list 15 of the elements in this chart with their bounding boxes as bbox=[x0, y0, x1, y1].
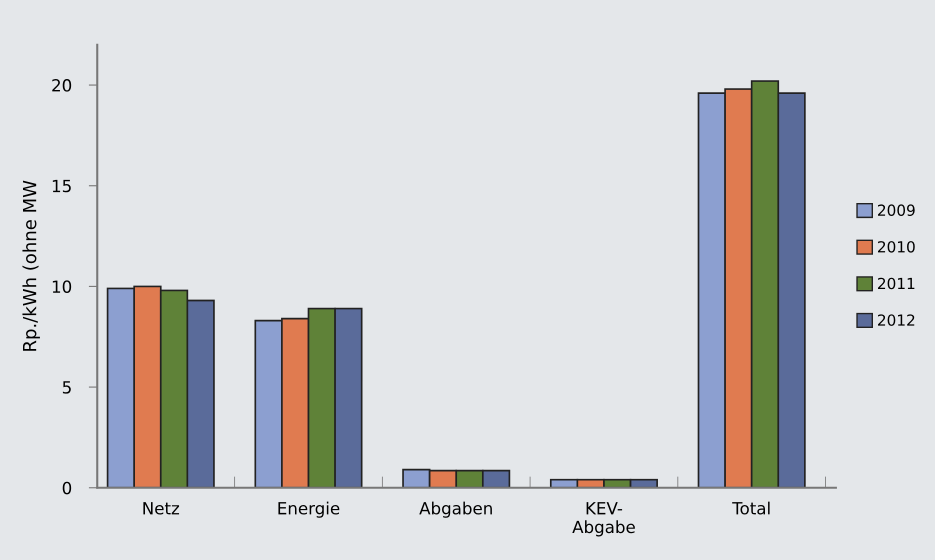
x-tick-label: KEV- Abgabe bbox=[572, 502, 635, 536]
y-axis-title: Rp./kWh (ohne MW bbox=[22, 180, 40, 351]
x-tick-label: Total bbox=[732, 502, 770, 515]
y-tick-label: 0 bbox=[62, 482, 72, 494]
legend-label: 2012 bbox=[878, 314, 914, 326]
y-tick-label: 5 bbox=[62, 381, 71, 394]
y-tick-label: 20 bbox=[52, 79, 72, 92]
x-tick-label: Abgaben bbox=[419, 502, 492, 518]
legend-label: 2011 bbox=[878, 278, 914, 290]
y-tick-label: 10 bbox=[52, 280, 72, 293]
legend-label: 2010 bbox=[878, 241, 915, 253]
x-tick-label: Netz bbox=[143, 502, 180, 515]
y-tick-label: 15 bbox=[52, 180, 71, 192]
x-tick-label: Energie bbox=[278, 502, 340, 518]
legend-label: 2009 bbox=[878, 204, 915, 216]
